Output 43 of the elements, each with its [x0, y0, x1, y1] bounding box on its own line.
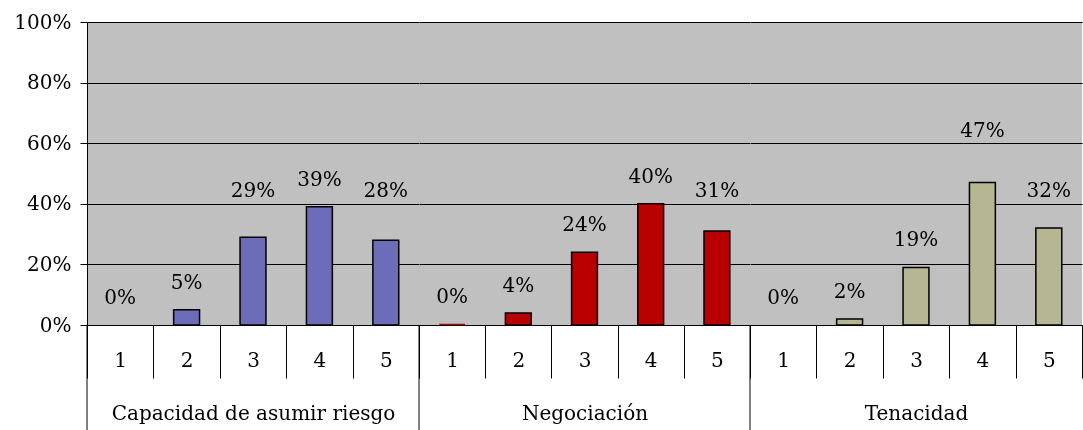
bar — [835, 318, 864, 326]
data-label: 47% — [960, 117, 1005, 142]
data-label: 19% — [893, 227, 939, 252]
data-label: 0% — [767, 285, 800, 309]
data-label: 29% — [230, 178, 276, 203]
x-tick-label: 2 — [512, 347, 526, 372]
data-label: 2% — [833, 278, 866, 303]
x-axis-title: Capacidad de asumir riesgo — [111, 400, 396, 425]
x-axis-title: Tenacidad — [864, 400, 969, 425]
y-tick-label: 60% — [27, 130, 72, 155]
data-label: 5% — [170, 269, 203, 294]
x-tick-label: 2 — [843, 347, 857, 372]
y-tick-label: 20% — [27, 251, 72, 276]
y-tick-label: 80% — [27, 70, 72, 95]
data-label: 32% — [1026, 178, 1072, 203]
y-tick-label: 100% — [14, 9, 72, 34]
x-tick-label: 5 — [1042, 347, 1056, 372]
x-tick-label: 1 — [777, 347, 791, 372]
y-tick-label: 40% — [27, 191, 72, 216]
bar — [172, 309, 201, 326]
data-label: 4% — [502, 272, 535, 297]
x-tick-label: 3 — [910, 347, 923, 372]
x-tick-label: 1 — [114, 347, 128, 372]
data-label: 28% — [363, 178, 409, 203]
data-label: 0% — [104, 285, 137, 309]
y-tick-label: 0% — [39, 312, 72, 337]
data-label: 24% — [562, 212, 607, 237]
data-label: 0% — [436, 283, 468, 308]
x-tick-label: 4 — [313, 347, 327, 372]
data-label: 31% — [694, 178, 740, 203]
x-tick-label: 4 — [644, 347, 658, 372]
x-tick-label: 4 — [976, 347, 990, 372]
x-tick-label: 2 — [180, 347, 194, 372]
x-axis-title: Negociación — [521, 400, 649, 425]
x-tick-label: 5 — [711, 347, 724, 372]
bar — [504, 312, 532, 326]
x-tick-label: 3 — [578, 347, 592, 372]
x-tick-label: 5 — [379, 347, 393, 372]
data-label: 40% — [628, 163, 673, 188]
x-tick-label: 3 — [247, 347, 260, 372]
data-label: 39% — [297, 166, 342, 191]
bar — [902, 266, 930, 326]
x-tick-label: 1 — [446, 347, 459, 372]
